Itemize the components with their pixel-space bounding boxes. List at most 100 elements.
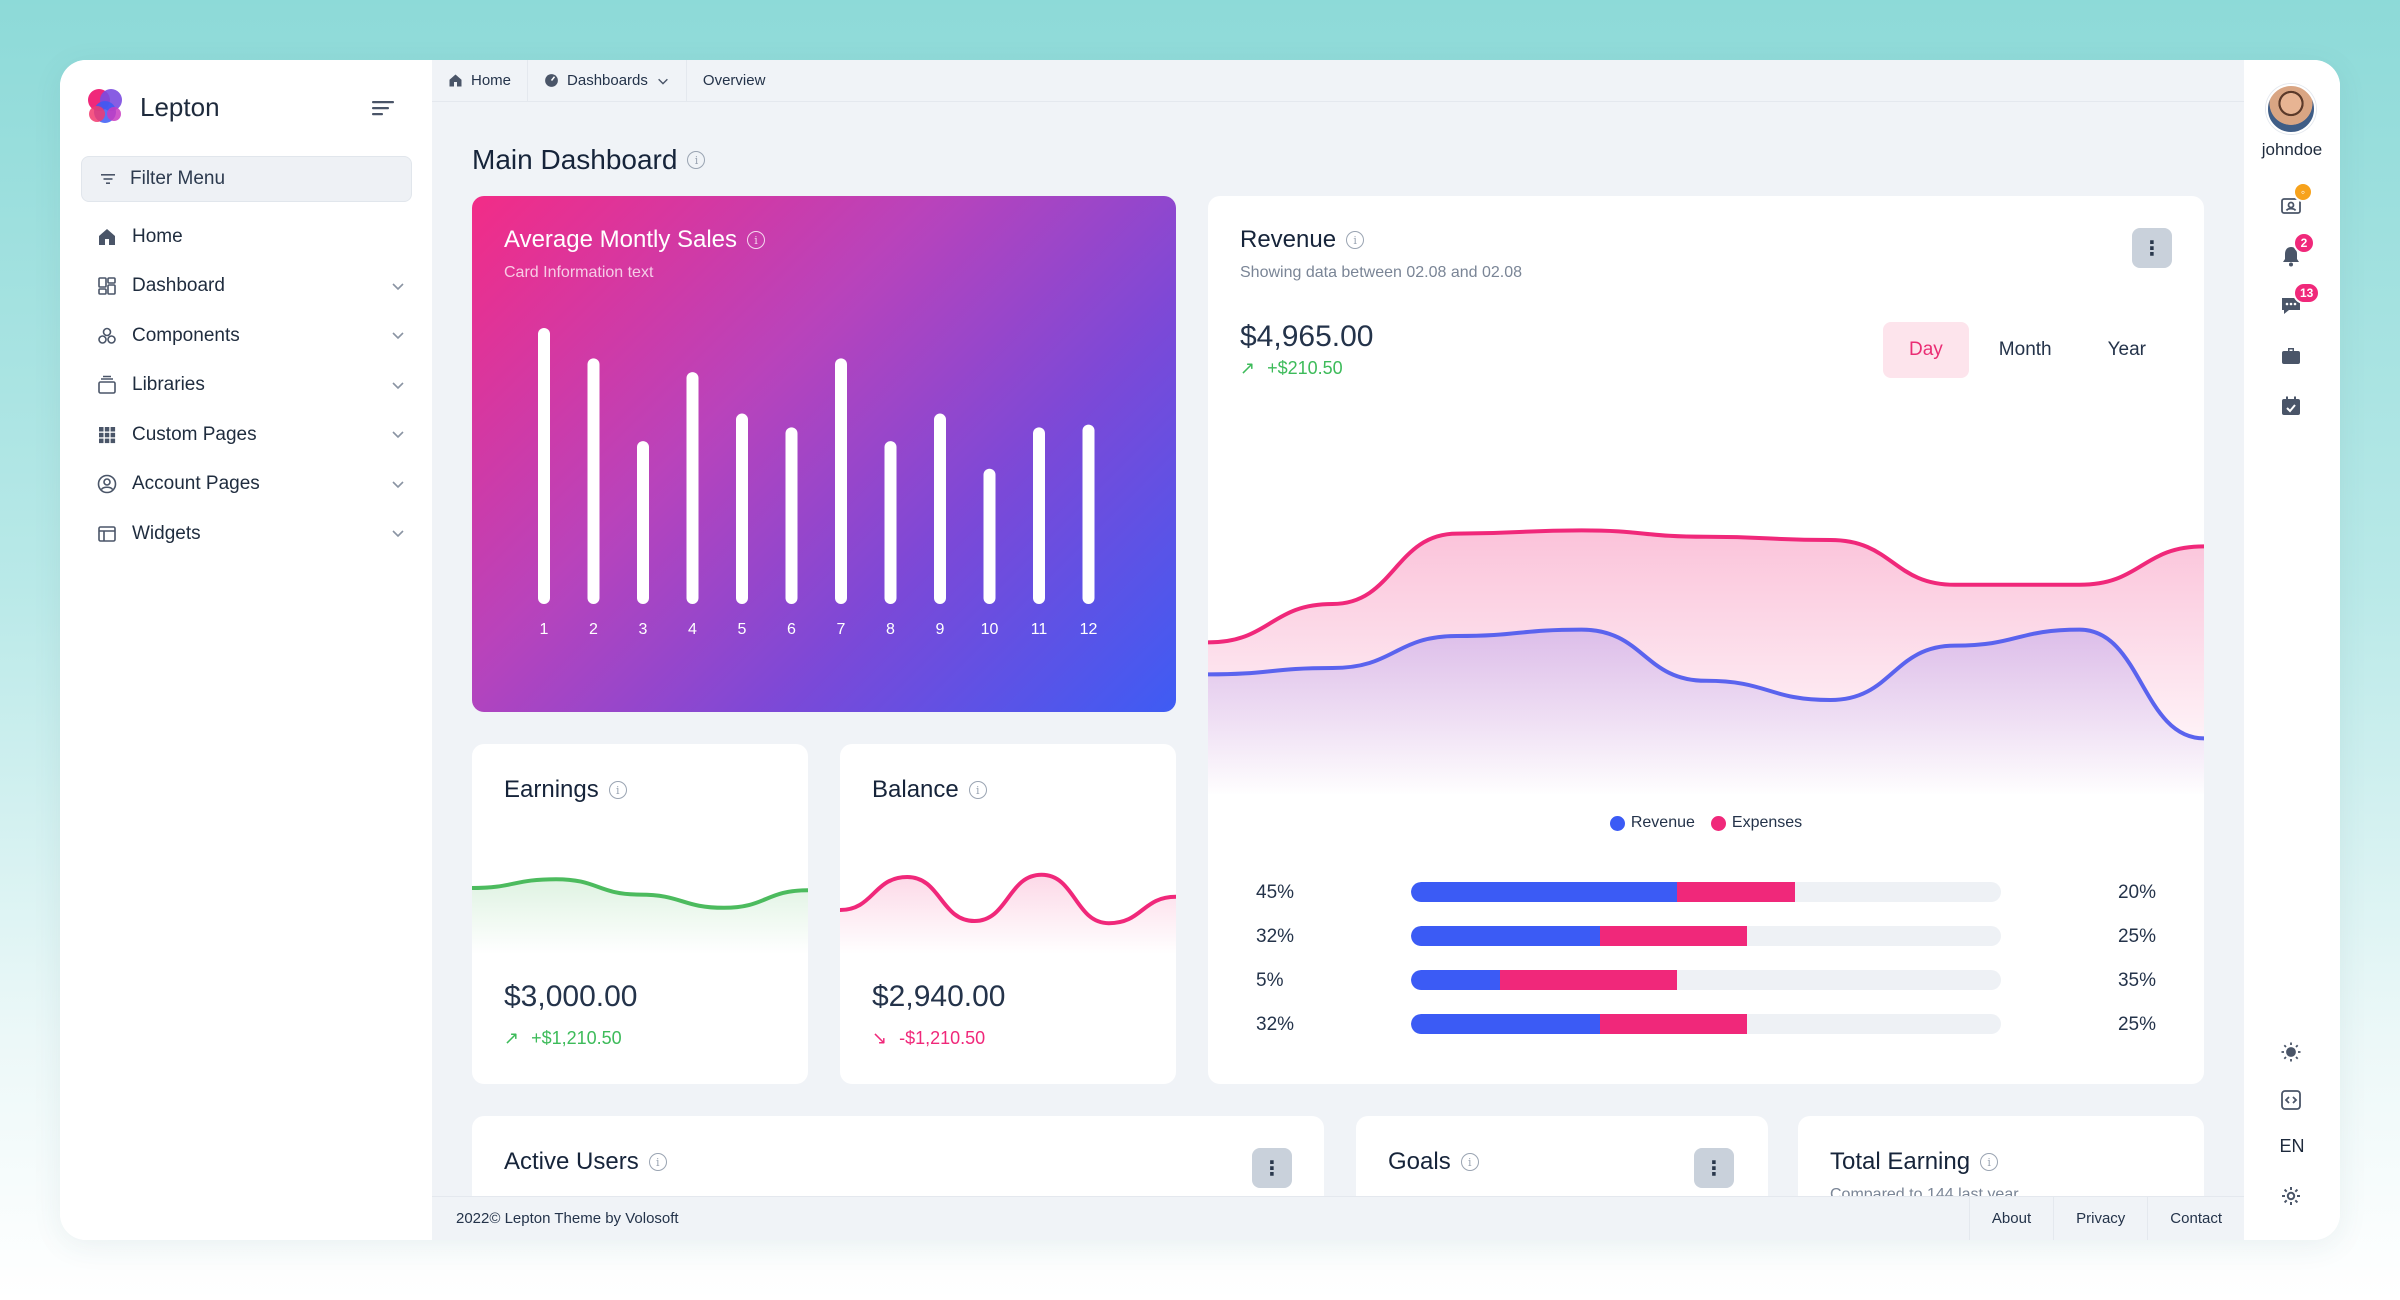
sales-bar[interactable] (884, 441, 897, 604)
sidebar-item-libraries[interactable]: Libraries (84, 361, 414, 411)
more-options-button[interactable]: ⋮ (2132, 228, 2172, 268)
breadcrumb-dashboards[interactable]: Dashboards (528, 60, 687, 102)
footer-link-contact[interactable]: Contact (2147, 1196, 2244, 1240)
footer-copyright: 2022© Lepton Theme by Volosoft (456, 1210, 679, 1227)
info-icon[interactable]: i (648, 1153, 667, 1171)
sales-bar[interactable] (983, 468, 996, 604)
username[interactable]: johndoe (2261, 140, 2323, 159)
progress-expenses-segment (1599, 926, 1748, 946)
sparkline-area (472, 879, 808, 954)
notifications-icon[interactable]: 2 (2279, 232, 2315, 268)
progress-revenue-segment (1411, 970, 1500, 990)
trend-up-icon: ↗ (504, 1028, 520, 1048)
footer-link-about[interactable]: About (1968, 1196, 2053, 1240)
legend-expenses[interactable]: Expenses (1710, 814, 1802, 832)
info-icon[interactable]: i (1346, 231, 1365, 249)
sales-bar[interactable] (835, 358, 847, 604)
balance-value: $2,940.00 (872, 980, 1006, 1013)
period-tabs: Day Month Year (1883, 322, 2172, 378)
card-title: Active Users i (504, 1148, 667, 1176)
sales-bar[interactable] (1082, 424, 1095, 604)
sidebar-nav: Home Dashboard Components Libraries Cust… (84, 212, 414, 559)
theme-sun-icon[interactable] (2279, 1040, 2303, 1064)
tab-day[interactable]: Day (1883, 322, 1969, 378)
total-earning-title: Total Earning (1830, 1148, 1971, 1175)
sales-bar[interactable] (587, 358, 600, 604)
user-avatar[interactable] (2266, 84, 2316, 134)
progress-revenue-segment (1411, 926, 1600, 946)
revenue-delta-value: +$210.50 (1267, 358, 1343, 378)
widgets-icon (96, 523, 118, 545)
average-sales-card: Average Montly Sales i Card Information … (472, 196, 1176, 712)
chevron-down-icon (392, 381, 404, 389)
chevron-down-icon (392, 431, 404, 439)
progress-track (1411, 1014, 2001, 1034)
legend-revenue[interactable]: Revenue (1609, 814, 1695, 832)
dashboard-gauge-icon (545, 74, 558, 87)
sales-subtitle: Card Information text (504, 264, 654, 281)
brand[interactable]: Lepton (84, 86, 220, 128)
progress-track (1411, 926, 2001, 946)
sidebar-item-custom-pages[interactable]: Custom Pages (84, 410, 414, 460)
info-icon[interactable]: i (747, 231, 766, 249)
chevron-down-icon (658, 78, 668, 85)
settings-gear-icon[interactable] (2279, 1184, 2303, 1208)
chevron-down-icon (392, 480, 404, 488)
progress-right-label: 20% (2117, 882, 2156, 903)
legend-revenue-label: Revenue (1630, 814, 1695, 831)
card-title: Average Montly Sales i (504, 226, 766, 254)
chat-icon[interactable]: 13 (2279, 282, 2321, 318)
more-options-button[interactable]: ⋮ (1694, 1148, 1734, 1188)
footer-link-privacy[interactable]: Privacy (2053, 1196, 2147, 1240)
progress-revenue-segment (1411, 1014, 1600, 1034)
dashboard-icon (96, 275, 118, 297)
revenue-card: Revenue i Showing data between 02.08 and… (1208, 196, 2204, 1084)
balance-title: Balance (872, 776, 959, 803)
sidebar-item-home[interactable]: Home (84, 212, 414, 262)
info-icon[interactable]: i (968, 781, 987, 799)
card-title: Earnings i (504, 776, 627, 804)
tab-year[interactable]: Year (2107, 339, 2146, 360)
sidebar-item-label: Custom Pages (132, 423, 257, 445)
info-icon[interactable]: i (687, 151, 706, 169)
chart-legend: Revenue Expenses (1208, 814, 2204, 832)
earnings-value: $3,000.00 (504, 980, 638, 1013)
more-options-button[interactable]: ⋮ (1252, 1148, 1292, 1188)
revenue-title: Revenue (1240, 226, 1337, 253)
sales-bar[interactable] (736, 413, 748, 604)
status-badge: ◦ (2293, 182, 2313, 202)
sales-bar-label: 1 (540, 621, 549, 638)
sidebar-item-dashboard[interactable]: Dashboard (84, 262, 414, 312)
collapse-menu-icon[interactable] (370, 96, 398, 120)
breadcrumb-home[interactable]: Home (432, 60, 529, 102)
code-icon[interactable] (2279, 1088, 2303, 1112)
filter-menu-label: Filter Menu (130, 168, 226, 189)
info-icon[interactable]: i (1980, 1153, 1999, 1171)
sidebar-item-label: Dashboard (132, 275, 225, 297)
sales-bar[interactable] (785, 427, 798, 604)
sidebar-item-account-pages[interactable]: Account Pages (84, 460, 414, 510)
tab-month[interactable]: Month (1998, 339, 2052, 360)
language-selector[interactable]: EN (2279, 1136, 2305, 1156)
sales-bar[interactable] (934, 413, 946, 604)
profile-card-icon[interactable]: ◦ (2279, 182, 2313, 218)
sidebar-item-components[interactable]: Components (84, 311, 414, 361)
sales-bar-label: 12 (1080, 621, 1098, 638)
briefcase-icon[interactable] (2279, 344, 2303, 368)
revenue-line (1208, 627, 2204, 741)
sales-bar[interactable] (1033, 427, 1045, 604)
revenue-area-chart (1208, 528, 2204, 796)
sales-title: Average Montly Sales (504, 226, 738, 253)
sales-bar[interactable] (637, 441, 649, 604)
calendar-check-icon[interactable] (2279, 394, 2303, 418)
filter-menu-input[interactable]: Filter Menu (81, 156, 412, 202)
balance-delta-value: -$1,210.50 (899, 1028, 986, 1048)
progress-expenses-segment (1499, 970, 1677, 990)
sales-bar[interactable] (686, 372, 699, 604)
sidebar-item-widgets[interactable]: Widgets (84, 509, 414, 559)
sales-bar[interactable] (538, 328, 550, 604)
info-icon[interactable]: i (1460, 1153, 1479, 1171)
breadcrumb-overview[interactable]: Overview (687, 60, 782, 102)
progress-track (1411, 970, 2001, 990)
info-icon[interactable]: i (608, 781, 627, 799)
